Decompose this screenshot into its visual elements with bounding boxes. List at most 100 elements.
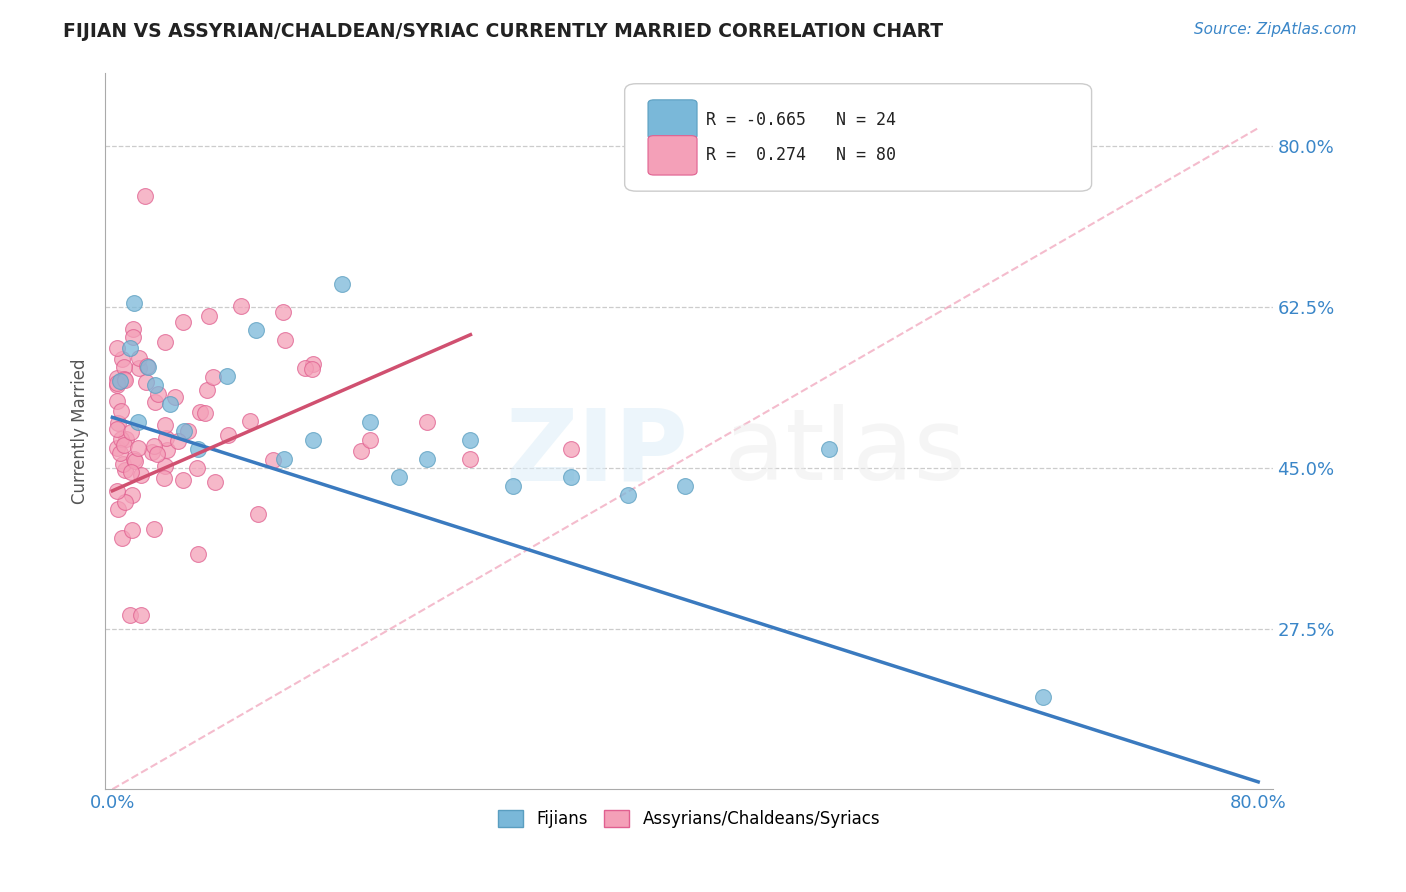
Point (108, 446, 131, 460)
Point (274, 333, 297, 347)
Point (118, 342, 141, 356)
Point (302, 357, 325, 371)
Point (560, 442, 582, 457)
Text: Source: ZipAtlas.com: Source: ZipAtlas.com (1194, 22, 1357, 37)
Point (416, 451, 439, 466)
Point (817, 442, 839, 457)
Point (122, 451, 145, 466)
Point (187, 547, 209, 561)
Point (172, 315, 194, 329)
Point (217, 428, 239, 442)
Point (247, 507, 270, 521)
Point (155, 443, 177, 458)
Point (359, 415, 381, 429)
Point (127, 415, 149, 429)
Text: R = -0.665   N = 24: R = -0.665 N = 24 (706, 111, 897, 128)
Point (122, 330, 145, 344)
Point (127, 441, 149, 455)
Point (153, 334, 176, 349)
Point (673, 479, 696, 493)
Point (120, 425, 142, 439)
Point (359, 434, 381, 448)
Point (146, 447, 169, 461)
Point (204, 475, 226, 489)
Point (177, 425, 200, 439)
Point (120, 465, 142, 479)
Point (118, 608, 141, 623)
Point (105, 377, 128, 392)
Point (202, 370, 225, 384)
Point (107, 502, 129, 516)
FancyBboxPatch shape (624, 84, 1091, 191)
Y-axis label: Currently Married: Currently Married (72, 359, 89, 504)
Point (111, 531, 134, 545)
Point (460, 451, 482, 466)
Point (198, 309, 221, 323)
Point (134, 189, 156, 203)
Point (121, 523, 143, 537)
Point (153, 417, 176, 432)
Point (122, 321, 145, 335)
Point (112, 438, 135, 452)
Point (114, 463, 136, 477)
Point (124, 454, 146, 468)
Point (273, 451, 295, 466)
Point (215, 369, 238, 384)
Point (302, 434, 325, 448)
Point (194, 406, 217, 420)
Point (350, 443, 373, 458)
Point (239, 414, 262, 428)
Point (143, 378, 166, 392)
Point (262, 452, 284, 467)
Point (114, 373, 136, 387)
Point (110, 404, 132, 418)
Point (112, 359, 135, 374)
Point (105, 422, 128, 436)
Point (617, 488, 640, 502)
Point (111, 351, 134, 366)
Point (121, 488, 143, 502)
Point (245, 323, 267, 337)
Text: atlas: atlas (724, 404, 966, 501)
Point (108, 374, 131, 388)
Point (159, 396, 181, 410)
Point (128, 351, 150, 366)
Point (416, 415, 439, 429)
Point (143, 395, 166, 409)
Point (112, 372, 135, 386)
Text: FIJIAN VS ASSYRIAN/CHALDEAN/SYRIAC CURRENTLY MARRIED CORRELATION CHART: FIJIAN VS ASSYRIAN/CHALDEAN/SYRIAC CURRE… (63, 22, 943, 41)
Point (163, 390, 186, 404)
Point (271, 305, 294, 319)
Point (142, 522, 165, 536)
Point (105, 484, 128, 499)
Point (167, 434, 190, 448)
Point (107, 417, 129, 431)
Point (155, 430, 177, 444)
Point (136, 359, 159, 373)
Point (105, 441, 128, 455)
Point (122, 295, 145, 310)
Point (110, 432, 132, 446)
Point (129, 607, 152, 622)
Legend: Fijians, Assyrians/Chaldeans/Syriacs: Fijians, Assyrians/Chaldeans/Syriacs (491, 803, 887, 835)
Point (129, 467, 152, 482)
Point (1032, 690, 1054, 705)
Point (146, 387, 169, 401)
FancyBboxPatch shape (648, 136, 697, 175)
Point (560, 470, 582, 484)
Point (153, 459, 176, 474)
Point (105, 371, 128, 385)
Point (195, 384, 218, 398)
Point (112, 457, 135, 471)
Text: ZIP: ZIP (506, 404, 689, 501)
Point (105, 394, 128, 409)
Point (173, 424, 195, 438)
Point (460, 434, 482, 448)
Point (152, 471, 174, 485)
Point (231, 299, 253, 313)
Point (136, 359, 159, 374)
Point (388, 470, 411, 484)
Point (114, 495, 136, 509)
Point (143, 439, 166, 453)
FancyBboxPatch shape (648, 100, 697, 139)
